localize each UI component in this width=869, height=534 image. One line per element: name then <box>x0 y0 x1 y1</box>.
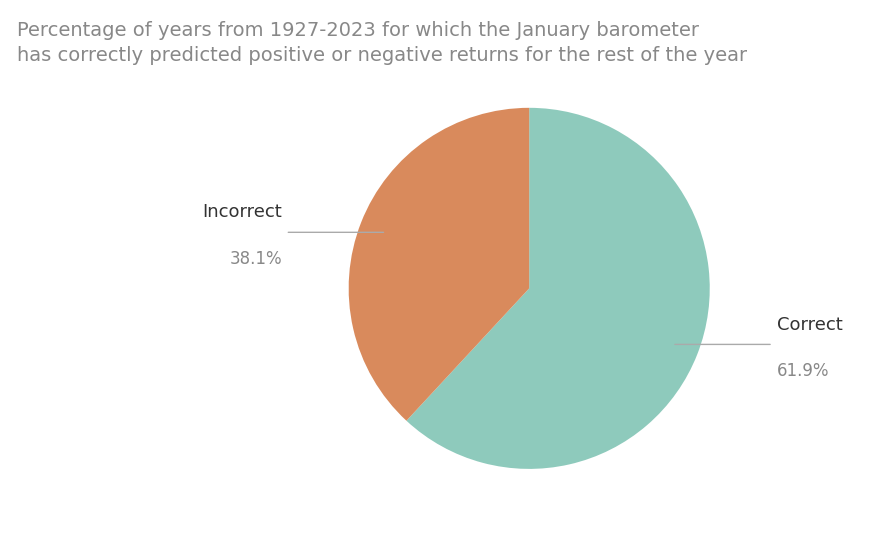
Wedge shape <box>348 108 528 421</box>
Text: 61.9%: 61.9% <box>776 363 828 380</box>
Text: Correct: Correct <box>776 316 841 334</box>
Text: 38.1%: 38.1% <box>229 250 282 269</box>
Text: Incorrect: Incorrect <box>202 203 282 222</box>
Text: Percentage of years from 1927-2023 for which the January barometer
has correctly: Percentage of years from 1927-2023 for w… <box>17 21 746 65</box>
Wedge shape <box>406 108 709 469</box>
